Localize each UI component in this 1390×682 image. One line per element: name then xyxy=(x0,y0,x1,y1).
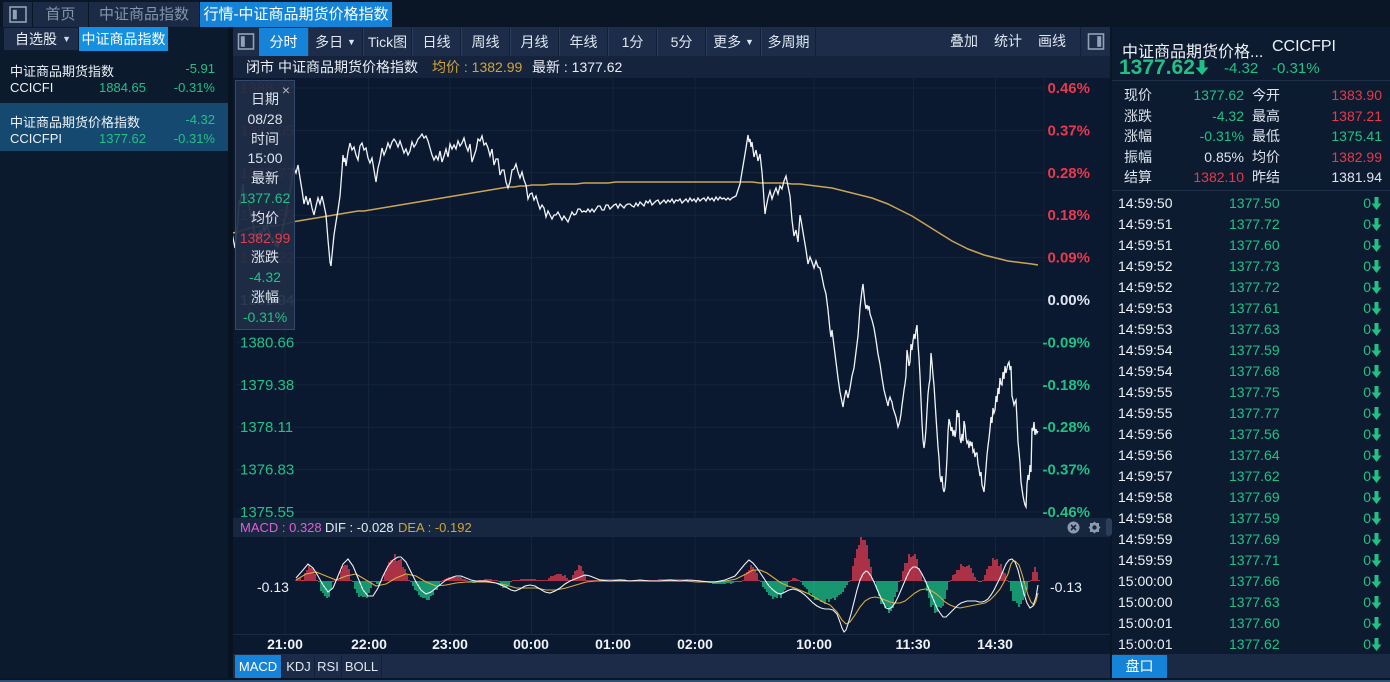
svg-text:1379.38: 1379.38 xyxy=(240,377,294,394)
svg-text:-0.46%: -0.46% xyxy=(1042,504,1090,518)
svg-text:1378.11: 1378.11 xyxy=(240,419,293,436)
svg-text:0.46%: 0.46% xyxy=(1047,80,1090,97)
svg-text:0.37%: 0.37% xyxy=(1047,122,1090,139)
svg-text:1380.66: 1380.66 xyxy=(240,334,294,351)
svg-text:0.28%: 0.28% xyxy=(1047,165,1090,182)
svg-text:-0.09%: -0.09% xyxy=(1042,334,1090,351)
svg-text:-0.28%: -0.28% xyxy=(1042,419,1090,436)
svg-text:0.00%: 0.00% xyxy=(1047,292,1090,309)
svg-text:0.09%: 0.09% xyxy=(1047,250,1090,267)
svg-text:-0.18%: -0.18% xyxy=(1042,377,1090,394)
svg-text:1375.55: 1375.55 xyxy=(240,504,294,518)
svg-text:1376.83: 1376.83 xyxy=(240,462,294,479)
svg-text:0.18%: 0.18% xyxy=(1047,207,1090,224)
svg-text:-0.37%: -0.37% xyxy=(1042,462,1090,479)
